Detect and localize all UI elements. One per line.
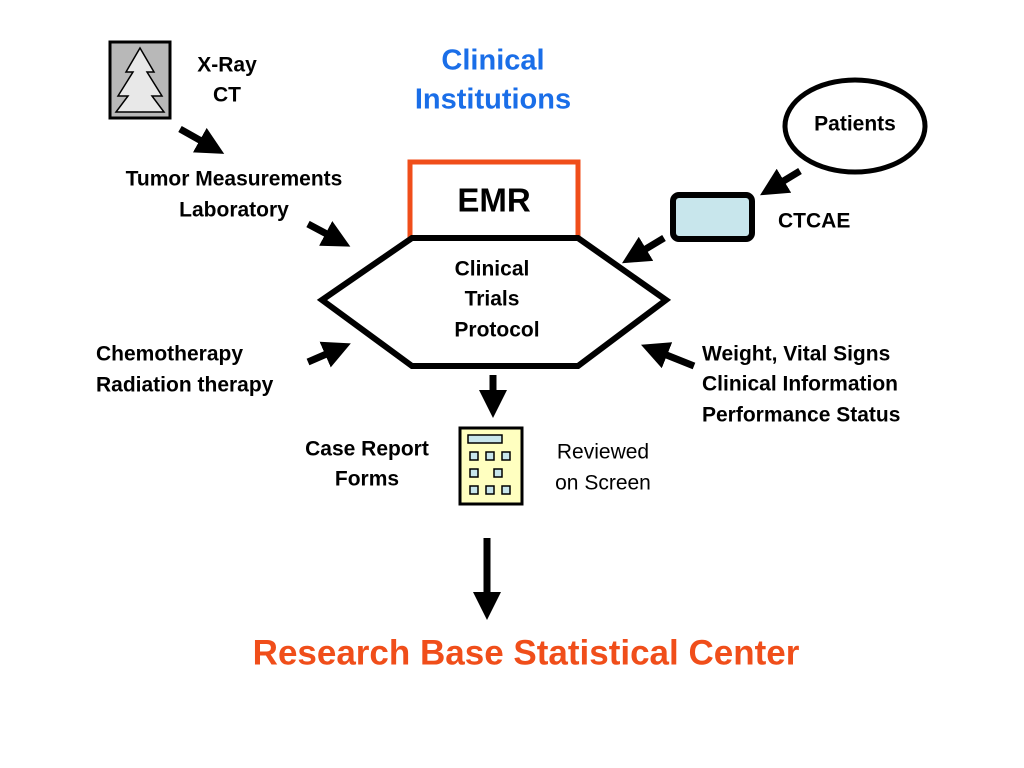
treatment-label: Radiation therapy	[96, 374, 274, 397]
protocol-label: Trials	[465, 288, 520, 311]
title: Clinical	[441, 45, 544, 77]
imaging-label: X-Ray	[197, 54, 257, 77]
emr-label: EMR	[457, 182, 531, 219]
tumor-label: Laboratory	[179, 199, 289, 222]
ctcae-label: CTCAE	[778, 210, 850, 233]
protocol-label: Clinical	[455, 258, 530, 281]
treatment-label: Chemotherapy	[96, 343, 243, 366]
title: Institutions	[415, 84, 571, 116]
clinical-info-label: Weight, Vital Signs	[702, 343, 890, 366]
crf-label: Forms	[335, 468, 399, 491]
protocol-hexagon	[316, 235, 672, 369]
crf-icon	[458, 426, 524, 506]
destination-label: Research Base Statistical Center	[253, 633, 800, 672]
patients-ellipse	[782, 77, 928, 175]
arrows	[178, 125, 802, 620]
tumor-label: Tumor Measurements	[126, 168, 343, 191]
review-label: Reviewed	[557, 441, 649, 464]
xray-icon	[108, 40, 172, 120]
protocol-label: Protocol	[454, 319, 539, 342]
review-label: on Screen	[555, 472, 651, 495]
imaging-label: CT	[213, 84, 241, 107]
patients-label: Patients	[814, 113, 896, 136]
ctcae-device	[670, 192, 755, 242]
clinical-info-label: Performance Status	[702, 404, 900, 427]
clinical-info-label: Clinical Information	[702, 373, 898, 396]
crf-label: Case Report	[305, 438, 429, 461]
